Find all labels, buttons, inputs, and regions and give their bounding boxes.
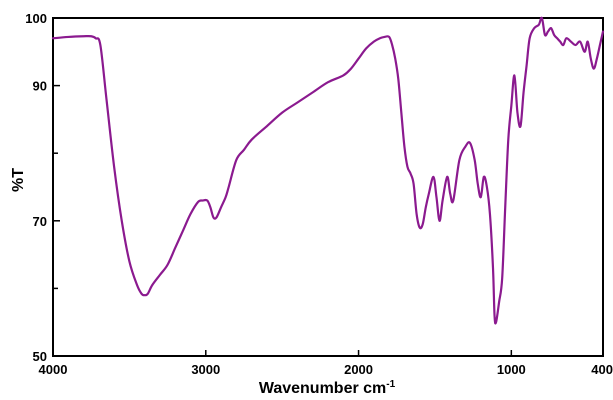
- x-tick-label: 4000: [39, 362, 68, 377]
- y-axis-title: %T: [10, 168, 27, 192]
- y-axis-ticks: 50 70 90 100: [25, 11, 60, 364]
- x-tick-label: 400: [591, 362, 613, 377]
- y-tick-label: 50: [33, 349, 47, 364]
- x-axis-title-superscript: -1: [386, 379, 395, 390]
- x-axis-ticks: 4000 3000 2000 1000 400: [39, 350, 613, 377]
- plot-border: [52, 17, 604, 357]
- y-tick-label: 90: [33, 79, 47, 94]
- spectrum-line: [51, 16, 605, 325]
- plot-frame: [52, 17, 604, 357]
- x-axis-title: Wavenumber cm-1: [259, 379, 396, 397]
- x-tick-label: 1000: [497, 362, 526, 377]
- y-tick-label: 70: [33, 214, 47, 229]
- y-tick-label: 100: [25, 11, 47, 26]
- x-axis-title-main: Wavenumber cm: [259, 380, 386, 397]
- x-tick-label: 3000: [191, 362, 220, 377]
- x-tick-label: 2000: [344, 362, 373, 377]
